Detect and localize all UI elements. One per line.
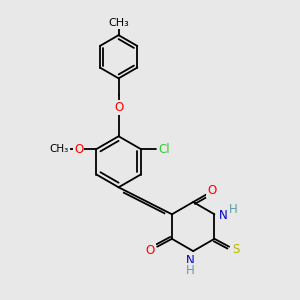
Text: S: S <box>232 243 240 256</box>
Text: N: N <box>219 209 228 222</box>
Text: N: N <box>186 254 195 267</box>
Text: O: O <box>207 184 217 197</box>
Text: O: O <box>74 142 83 155</box>
Text: H: H <box>186 264 195 277</box>
Text: H: H <box>229 203 238 216</box>
Text: CH₃: CH₃ <box>50 144 69 154</box>
Text: CH₃: CH₃ <box>108 18 129 28</box>
Text: O: O <box>146 244 155 257</box>
Text: O: O <box>114 101 123 114</box>
Text: Cl: Cl <box>158 142 170 155</box>
